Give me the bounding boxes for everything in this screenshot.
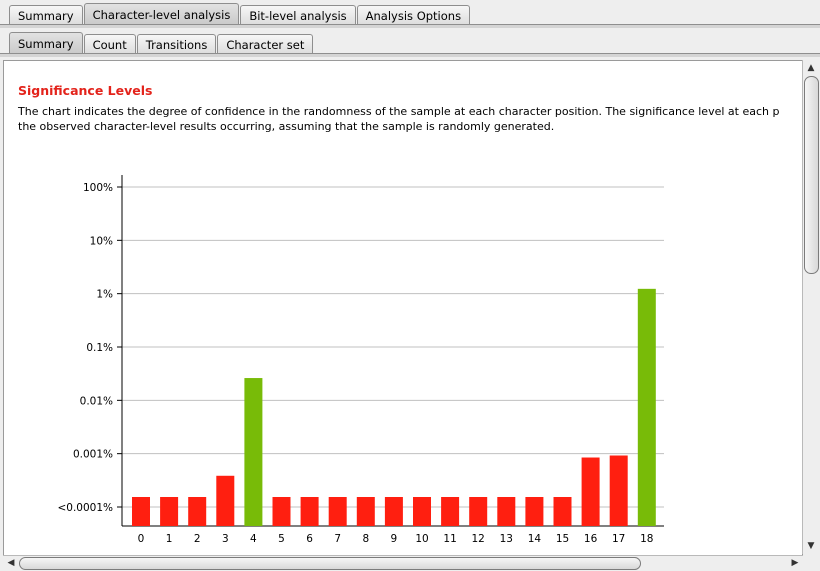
scroll-down-icon[interactable]: ▼ — [807, 541, 815, 551]
y-tick-label: 10% — [90, 235, 113, 247]
y-tick-label: 0.01% — [80, 395, 113, 407]
section-title: Significance Levels — [18, 83, 153, 98]
bar — [553, 497, 572, 526]
x-tick-label: 4 — [250, 533, 257, 545]
section-description: The chart indicates the degree of confid… — [18, 104, 802, 134]
tab-bar-divider — [0, 24, 820, 25]
x-tick-label: 16 — [584, 533, 598, 545]
x-tick-label: 2 — [194, 533, 201, 545]
y-tick-label: 1% — [96, 289, 113, 301]
horizontal-scroll-thumb[interactable] — [19, 557, 641, 570]
bar — [609, 455, 628, 526]
bar — [384, 497, 403, 526]
x-tick-label: 3 — [222, 533, 229, 545]
subtab-count[interactable]: Count — [83, 34, 136, 54]
bar — [497, 497, 516, 526]
significance-chart: <0.0001%0.001%0.01%0.1%1%10%100%0 1 2 3 4 5 6 7… — [57, 175, 664, 545]
x-tick-label: 12 — [472, 533, 485, 545]
y-tick-label: 0.001% — [73, 449, 113, 461]
scroll-right-icon[interactable]: ▶ — [791, 558, 799, 568]
bar — [216, 475, 235, 526]
bar — [272, 497, 291, 526]
x-tick-label: 9 — [391, 533, 398, 545]
vertical-scroll-thumb[interactable] — [804, 76, 819, 274]
tab-summary[interactable]: Summary — [9, 5, 83, 25]
description-line-1: The chart indicates the degree of confid… — [18, 105, 780, 118]
x-tick-label: 13 — [500, 533, 513, 545]
x-tick-label: 6 — [306, 533, 313, 545]
x-tick-label: 1 — [166, 533, 173, 545]
subtab-bar-divider — [0, 53, 820, 54]
bar — [328, 497, 347, 526]
x-tick-label: 0 — [138, 533, 145, 545]
x-tick-label: 7 — [334, 533, 341, 545]
x-tick-label: 14 — [528, 533, 542, 545]
bar — [469, 497, 488, 526]
x-tick-label: 10 — [415, 533, 428, 545]
vertical-scrollbar[interactable]: ▲ ▼ — [802, 60, 819, 554]
x-tick-label: 11 — [443, 533, 456, 545]
tab-bar-divider-shade — [0, 25, 820, 28]
subtab-character-set[interactable]: Character set — [217, 34, 314, 54]
x-tick-label: 18 — [640, 533, 653, 545]
bar — [160, 497, 179, 526]
x-tick-label: 15 — [556, 533, 569, 545]
tab-character-level-analysis[interactable]: Character-level analysis — [83, 3, 240, 25]
bar — [244, 378, 263, 526]
y-tick-label: 100% — [83, 182, 113, 194]
description-line-2: the observed character-level results occ… — [18, 120, 555, 133]
tab-analysis-options[interactable]: Analysis Options — [356, 5, 471, 25]
bar — [441, 497, 460, 526]
bar — [132, 497, 150, 526]
tab-bit-level-analysis[interactable]: Bit-level analysis — [240, 5, 356, 25]
subtab-summary[interactable]: Summary — [9, 32, 83, 54]
horizontal-scrollbar[interactable]: ◀ ▶ — [3, 555, 803, 571]
bar — [525, 497, 544, 526]
bar — [581, 457, 600, 526]
y-tick-label: 0.1% — [86, 342, 113, 354]
x-tick-label: 8 — [362, 533, 369, 545]
x-tick-label: 17 — [612, 533, 625, 545]
subtab-bar-divider-shade — [0, 54, 820, 57]
main-tab-bar: Summary Character-level analysis Bit-lev… — [9, 3, 471, 25]
bar — [300, 497, 319, 526]
bar — [413, 497, 431, 526]
content-panel: Significance Levels The chart indicates … — [3, 60, 803, 556]
bar — [188, 497, 207, 526]
x-tick-label: 5 — [278, 533, 285, 545]
bar — [637, 288, 656, 526]
bar — [356, 497, 375, 526]
scroll-left-icon[interactable]: ◀ — [7, 558, 15, 568]
scroll-up-icon[interactable]: ▲ — [807, 63, 815, 73]
subtab-transitions[interactable]: Transitions — [136, 34, 217, 54]
sub-tab-bar: Summary Count Transitions Character set — [9, 32, 314, 54]
y-tick-label: <0.0001% — [57, 502, 113, 514]
